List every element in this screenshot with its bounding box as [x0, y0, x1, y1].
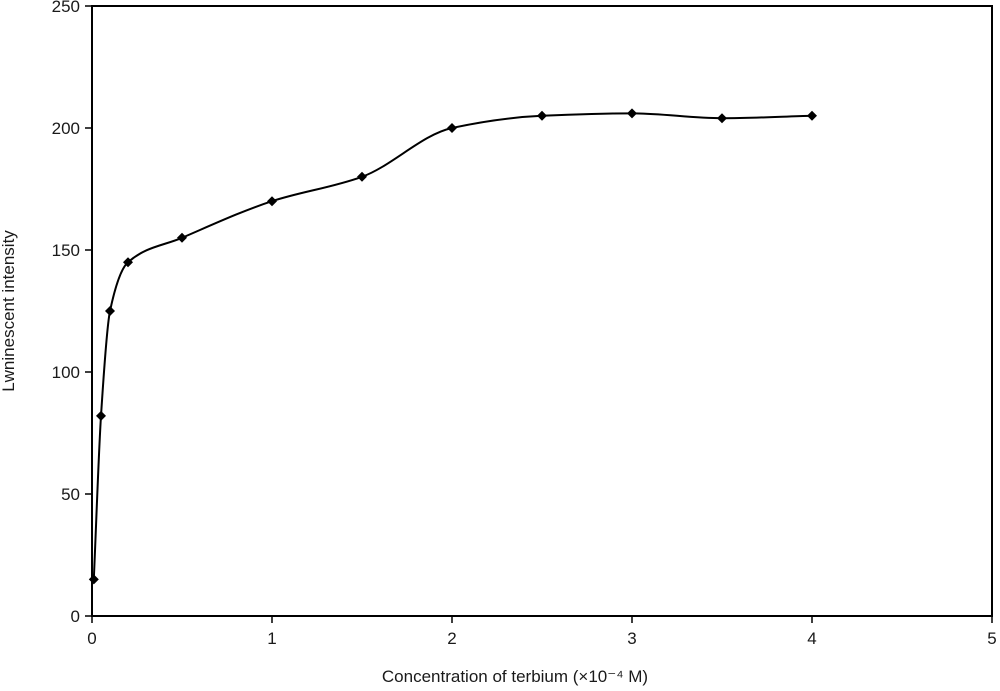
- y-tick-label: 50: [61, 485, 80, 504]
- x-tick-label: 3: [627, 629, 636, 648]
- y-tick-label: 150: [52, 241, 80, 260]
- series-markers: [88, 108, 817, 585]
- series-line: [92, 112, 813, 580]
- y-axis-ticks: 0 50 100 150 200 250: [52, 0, 92, 626]
- y-tick-label: 200: [52, 119, 80, 138]
- data-point-marker: [88, 574, 99, 585]
- data-point-marker: [267, 196, 277, 207]
- x-tick-label: 1: [267, 629, 276, 648]
- y-tick-label: 100: [52, 363, 80, 382]
- x-tick-label: 0: [87, 629, 96, 648]
- x-axis-title: Concentration of terbium (×10⁻⁴ M): [382, 667, 648, 686]
- data-point-marker: [105, 306, 115, 316]
- x-axis-ticks: 0 1 2 3 4 5: [87, 616, 997, 648]
- data-point-marker: [717, 113, 727, 124]
- plot-frame: [91, 5, 993, 617]
- data-point-marker: [177, 232, 187, 243]
- data-point-marker: [123, 257, 133, 268]
- y-axis-title: Lwninescent intensity: [0, 230, 18, 392]
- x-tick-label: 5: [987, 629, 996, 648]
- data-point-marker: [96, 410, 106, 421]
- data-point-marker: [627, 108, 637, 119]
- data-point-marker: [447, 123, 457, 133]
- y-tick-label: 0: [71, 607, 80, 626]
- data-point-marker: [537, 110, 547, 121]
- data-point-marker: [357, 171, 367, 182]
- y-tick-label: 250: [52, 0, 80, 16]
- x-tick-label: 4: [807, 629, 816, 648]
- x-tick-label: 2: [447, 629, 456, 648]
- data-point-marker: [807, 110, 817, 121]
